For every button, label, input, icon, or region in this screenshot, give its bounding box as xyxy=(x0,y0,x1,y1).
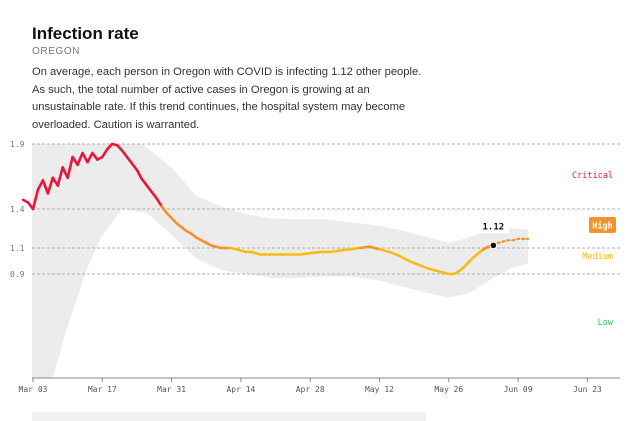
rate-line-segment xyxy=(417,263,431,271)
infection-rate-chart: 1.9 1.4 1.1 0.9 Mar 03 Mar 17 Mar 31 Apr 14 Apr … xyxy=(10,140,620,394)
rate-line-segment xyxy=(125,155,134,165)
y-tick-label: 1.4 xyxy=(10,205,25,214)
axis-layer: 1.9 1.4 1.1 0.9 Mar 03 Mar 17 Mar 31 Apr 14 Apr … xyxy=(10,140,620,394)
projection-line xyxy=(492,237,530,247)
rate-line-segment xyxy=(150,190,159,200)
rate-line-segment xyxy=(298,251,312,256)
rate-line-segment xyxy=(120,149,129,159)
current-value-label: 1.12 xyxy=(483,222,505,232)
rate-line-segment xyxy=(86,151,94,164)
zone-label-critical: Critical xyxy=(572,171,613,181)
rate-line-segment xyxy=(160,205,168,215)
zone-label-low: Low xyxy=(598,318,614,328)
y-tick-label: 1.9 xyxy=(10,140,25,149)
x-tick-label: Apr 28 xyxy=(296,385,325,394)
rate-line-layer xyxy=(21,142,530,276)
current-value-marker xyxy=(489,241,498,250)
rate-line-segment xyxy=(31,188,40,211)
rate-line-segment xyxy=(407,259,421,267)
rate-line-segment xyxy=(140,177,149,187)
rate-line-segment xyxy=(91,151,99,161)
y-tick-label: 1.1 xyxy=(10,244,25,253)
current-value-label-bg xyxy=(477,217,510,234)
x-tick-label: Apr 14 xyxy=(226,385,255,394)
bottom-strip xyxy=(32,412,426,421)
rate-line-segment xyxy=(66,155,74,180)
confidence-band-layer xyxy=(32,144,528,378)
rate-line-segment xyxy=(36,179,45,191)
rate-line-segment xyxy=(46,176,55,195)
x-tick-label: May 26 xyxy=(434,385,463,394)
rate-line-segment xyxy=(76,151,84,167)
rate-line-segment xyxy=(155,197,163,208)
x-tick-label: Mar 31 xyxy=(157,385,186,394)
label-layer: 1.12 Critical High Medium Low xyxy=(477,171,616,328)
x-tick-label: May 12 xyxy=(365,385,394,394)
rate-line-segment xyxy=(145,184,154,194)
zone-label-medium: Medium xyxy=(582,252,613,262)
rate-line-segment xyxy=(378,248,391,254)
rate-line-segment xyxy=(358,245,371,250)
y-tick-label: 0.9 xyxy=(10,270,25,279)
x-tick-label: Jun 23 xyxy=(573,385,602,394)
rate-line-segment xyxy=(328,249,342,254)
rate-line-segment xyxy=(388,250,401,258)
confidence-band xyxy=(32,144,528,378)
rate-line-segment xyxy=(135,168,144,181)
rate-line-segment xyxy=(427,267,441,273)
x-tick-label: Mar 03 xyxy=(19,385,48,394)
region-label: OREGON xyxy=(32,46,81,57)
chart-description: On average, each person in Oregon with C… xyxy=(32,66,422,131)
x-tick-label: Jun 09 xyxy=(504,385,533,394)
rate-line-segment xyxy=(81,151,89,164)
chart-title: Infection rate xyxy=(32,24,139,43)
x-tick-label: Mar 17 xyxy=(88,385,117,394)
rate-line-segment xyxy=(368,245,381,251)
gridline-layer xyxy=(32,143,620,275)
zone-badge-high xyxy=(589,217,616,233)
rate-line-segment xyxy=(338,248,352,252)
zone-label-high: High xyxy=(592,221,612,232)
rate-line-segment xyxy=(41,179,50,195)
rate-line-segment xyxy=(56,166,65,187)
rate-line-segment xyxy=(130,162,139,172)
rate-line-segment xyxy=(101,147,109,159)
rate-line-segment xyxy=(308,250,322,255)
rate-line-segment xyxy=(348,246,362,251)
rate-line-segment xyxy=(397,254,411,263)
